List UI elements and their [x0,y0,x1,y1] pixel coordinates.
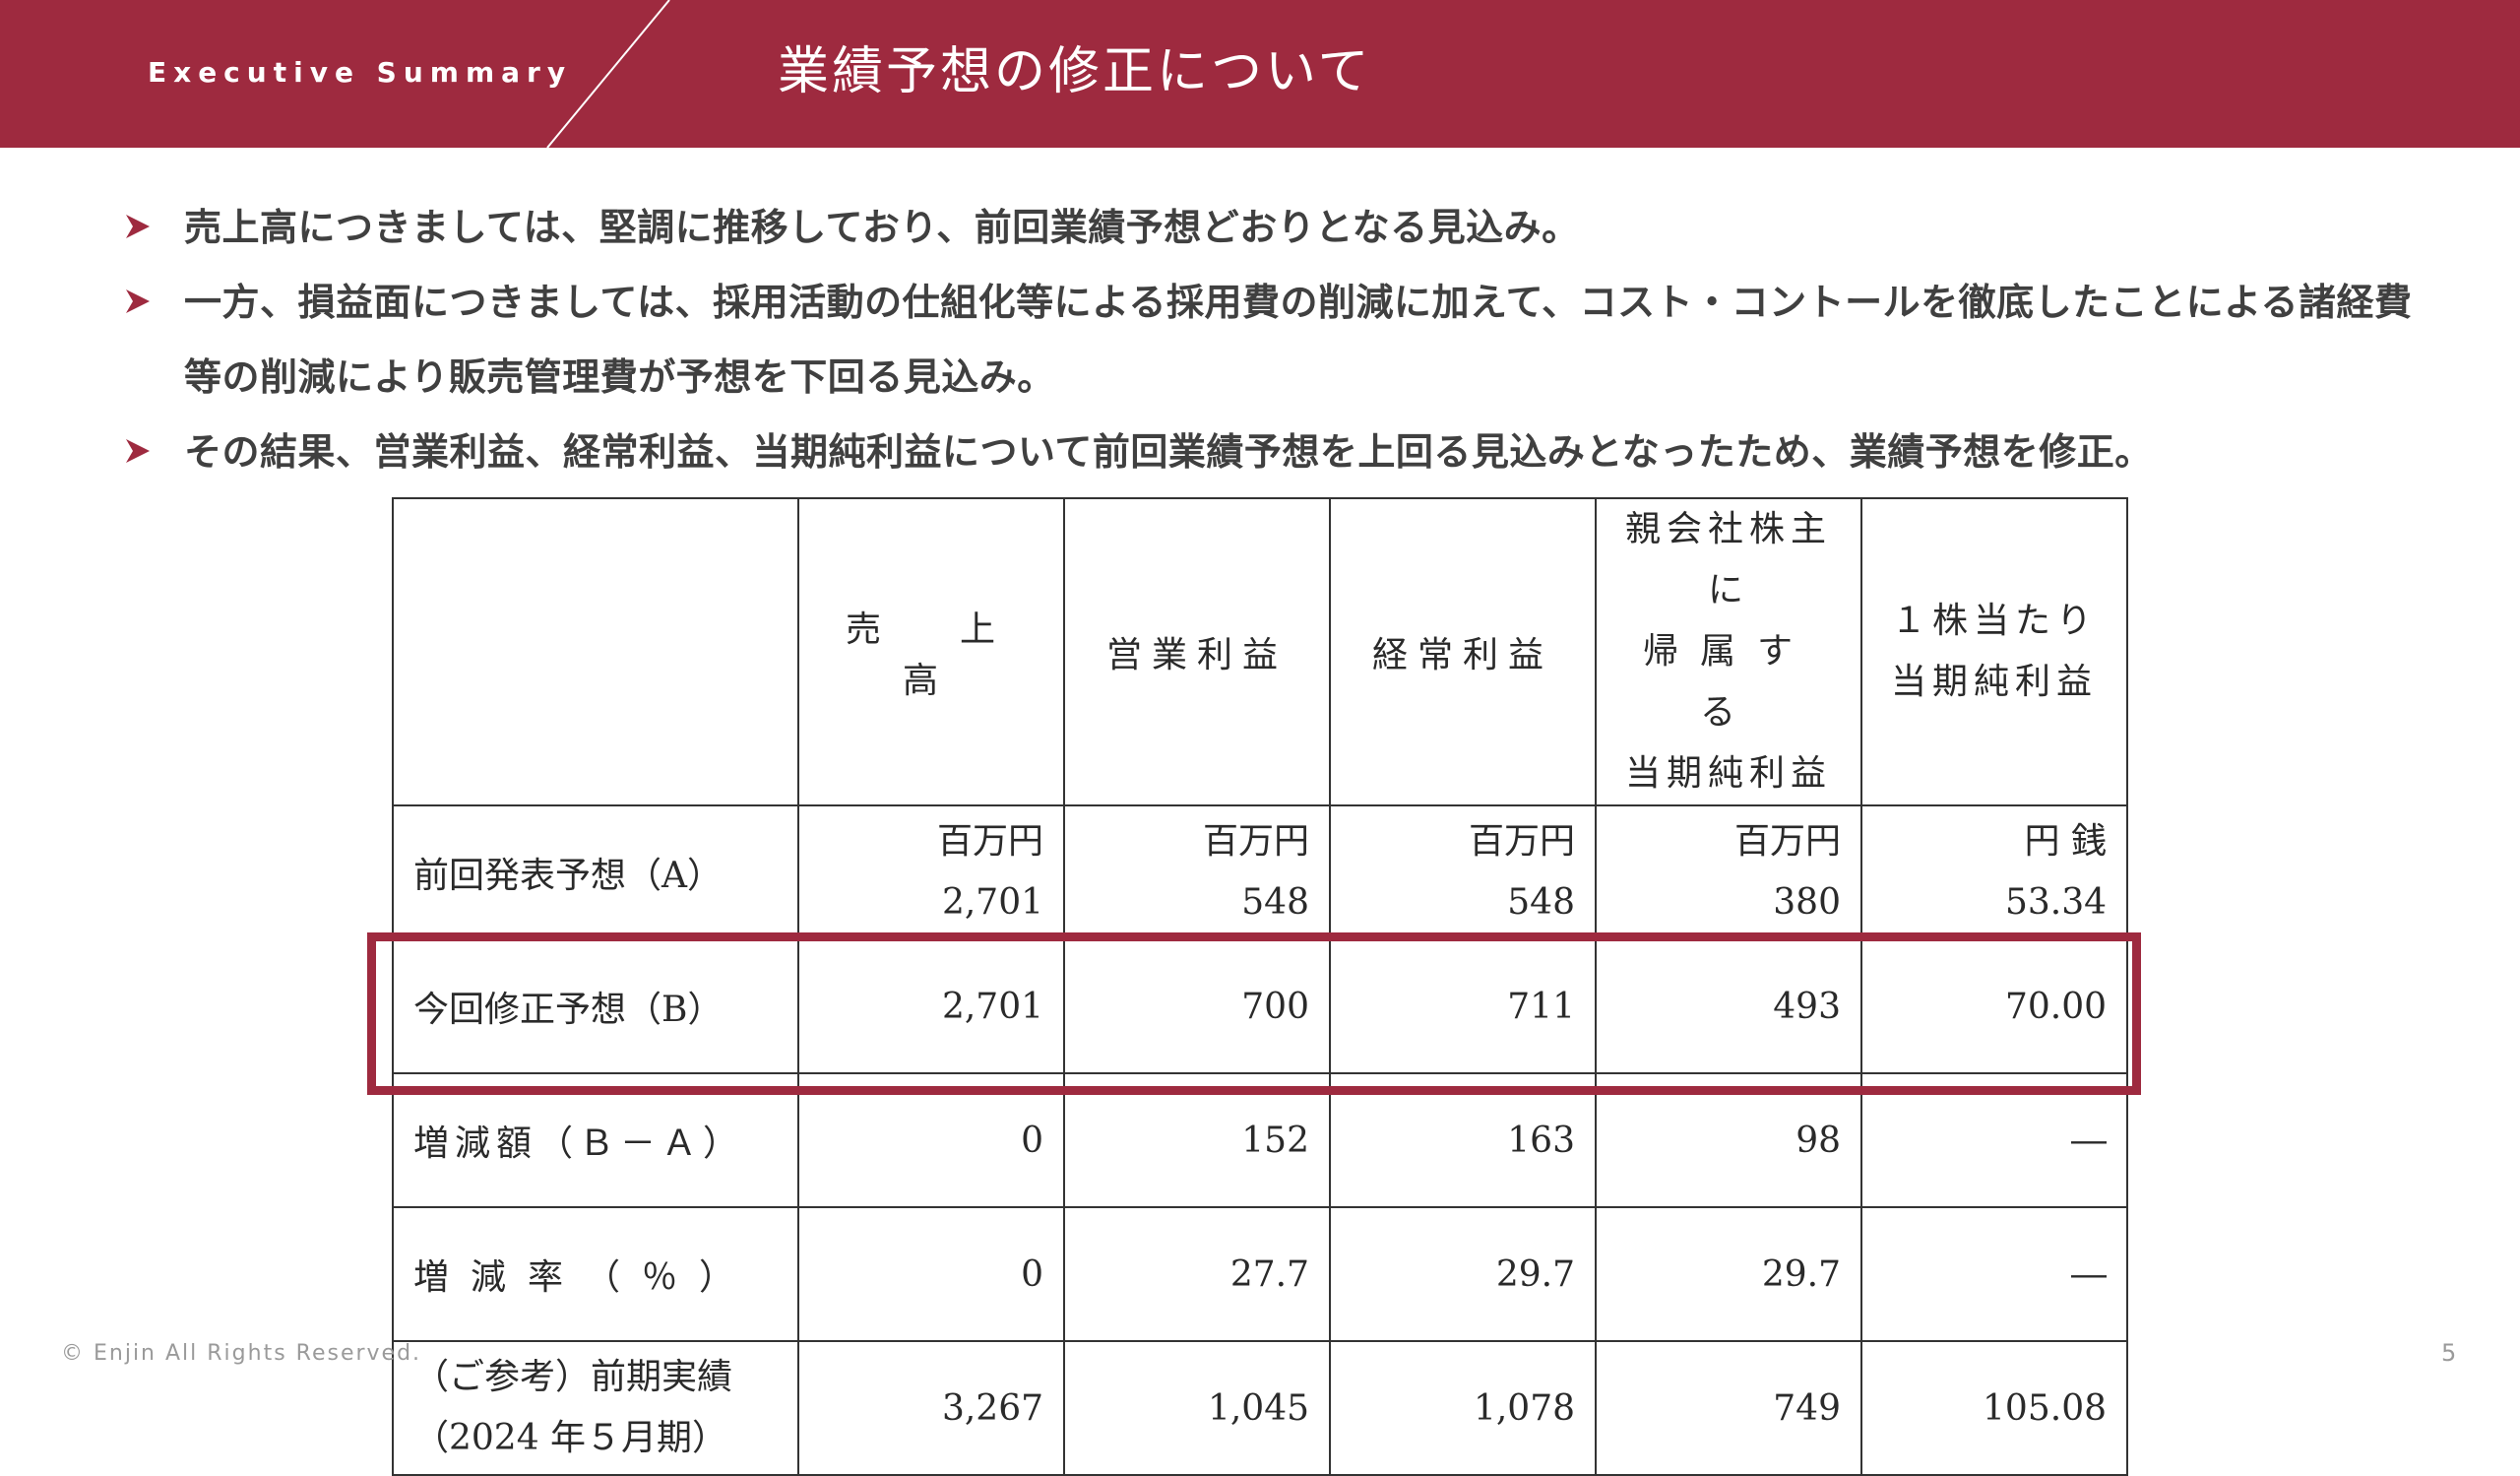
copyright-text: © Enjin All Rights Reserved. [61,1341,422,1366]
cell-value: 152 [1063,1072,1331,1208]
cell-value: 105.08 [1860,1340,2128,1476]
cell-value: ― [1860,1206,2128,1342]
cell-value: 0 [797,1206,1065,1342]
row-label: 増減額（Ｂ－Ａ） [392,1072,799,1208]
table-cell: 百万円 2,701 [797,804,1065,940]
cell-value: 380 [1773,882,1841,923]
unit-label: 百万円 [936,821,1043,862]
bullet-item: その結果、営業利益、経常利益、当期純利益について前回業績予想を上回る見込みとなっ… [123,415,2417,489]
header-net-income-line: 当期純利益 [1624,753,1832,794]
bullet-list: 売上高につきましては、堅調に推移しており、前回業績予想どおりとなる見込み。 一方… [123,190,2417,489]
header-eps: １株当たり 当期純利益 [1860,497,2128,806]
header-net-income-line: 帰属する [1642,631,1814,733]
table-header-row: 売 上 高 営業利益 経常利益 親会社株主に 帰属する 当期純利益 １株当たり … [392,497,2128,806]
table-cell: 百万円 548 [1329,804,1597,940]
header-operating-profit: 営業利益 [1063,497,1331,806]
cell-value: 3,267 [797,1340,1065,1476]
row-label: 増減率（％） [392,1206,799,1342]
bullet-text: 売上高につきましては、堅調に推移しており、前回業績予想どおりとなる見込み。 [184,206,1580,249]
cell-value: 1,078 [1329,1340,1597,1476]
page-number: 5 [2441,1339,2457,1367]
header-net-income-line: 親会社株主に [1624,509,1832,610]
header-net-income: 親会社株主に 帰属する 当期純利益 [1595,497,1862,806]
highlight-box [367,932,2141,1095]
cell-value: 27.7 [1063,1206,1331,1342]
cell-value: 70.00 [1860,938,2128,1074]
table-row: 増減率（％） 0 27.7 29.7 29.7 ― [392,1206,2128,1342]
forecast-table-wrapper: 売 上 高 営業利益 経常利益 親会社株主に 帰属する 当期純利益 １株当たり … [392,497,2128,1476]
table-cell: 百万円 380 [1595,804,1862,940]
cell-value: 163 [1329,1072,1597,1208]
bullet-item: 一方、損益面につきましては、採用活動の仕組化等による採用費の削減に加えて、コスト… [123,265,2417,415]
cell-value: 29.7 [1329,1206,1597,1342]
table-row: 前回発表予想（A） 百万円 2,701 百万円 548 百万円 548 百万円 380 … [392,804,2128,940]
table-row: （ご参考）前期実績 （2024 年５月期） 3,267 1,045 1,078 … [392,1340,2128,1476]
header-sales: 売 上 高 [797,497,1065,806]
arrowhead-bullet-icon [126,289,150,313]
section-label: Executive Summary [148,56,573,89]
cell-value: 749 [1595,1340,1862,1476]
unit-label: 百万円 [1202,821,1309,862]
unit-label: 円 銭 [2024,821,2107,862]
row-label-line: （ご参考）前期実績 [413,1357,733,1397]
cell-value: 548 [1241,882,1309,923]
cell-value: 53.34 [2004,882,2107,923]
arrowhead-bullet-icon [126,439,150,463]
bullet-text: その結果、営業利益、経常利益、当期純利益について前回業績予想を上回る見込みとなっ… [184,430,2153,474]
header-cell-empty [392,497,799,806]
table-cell: 百万円 548 [1063,804,1331,940]
row-label: 今回修正予想（B） [392,938,799,1074]
cell-value: 711 [1329,938,1597,1074]
table-row: 今回修正予想（B） 2,701 700 711 493 70.00 [392,938,2128,1074]
header-ordinary-profit: 経常利益 [1329,497,1597,806]
cell-value: 548 [1507,882,1575,923]
unit-label: 百万円 [1733,821,1841,862]
row-label-line: （2024 年５月期） [413,1418,728,1458]
forecast-revision-table: 売 上 高 営業利益 経常利益 親会社株主に 帰属する 当期純利益 １株当たり … [392,497,2128,1476]
arrowhead-bullet-icon [126,215,150,238]
cell-value: 0 [797,1072,1065,1208]
header-eps-line: １株当たり [1890,601,2098,641]
cell-value: 29.7 [1595,1206,1862,1342]
cell-value: 2,701 [941,882,1043,923]
header-bar: Executive Summary 業績予想の修正について [0,0,2520,148]
slide-title: 業績予想の修正について [778,42,1372,101]
row-label: （ご参考）前期実績 （2024 年５月期） [392,1340,799,1476]
unit-label: 百万円 [1468,821,1575,862]
cell-value: 98 [1595,1072,1862,1208]
cell-value: 1,045 [1063,1340,1331,1476]
bullet-text: 一方、損益面につきましては、採用活動の仕組化等による採用費の削減に加えて、コスト… [184,281,2413,399]
cell-value: ― [1860,1072,2128,1208]
bullet-item: 売上高につきましては、堅調に推移しており、前回業績予想どおりとなる見込み。 [123,190,2417,265]
table-cell: 円 銭 53.34 [1860,804,2128,940]
header-eps-line: 当期純利益 [1890,662,2098,702]
header-divider-line [546,0,670,148]
cell-value: 2,701 [797,938,1065,1074]
table-row-highlighted: 増減額（Ｂ－Ａ） 0 152 163 98 ― [392,1072,2128,1208]
cell-value: 700 [1063,938,1331,1074]
row-label: 前回発表予想（A） [392,804,799,940]
